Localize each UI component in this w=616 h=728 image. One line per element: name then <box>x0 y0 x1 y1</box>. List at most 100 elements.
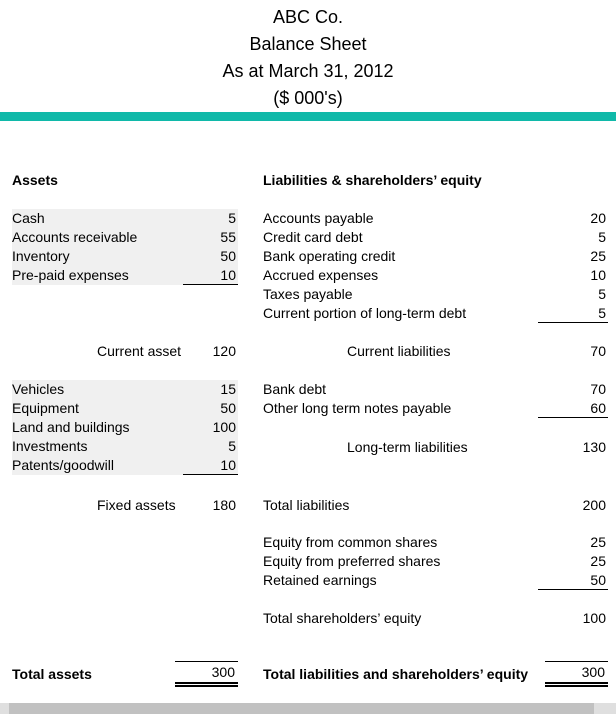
subtotal-value: 70 <box>590 343 606 359</box>
total-assets-label: Total assets <box>12 666 92 682</box>
line-item-label: Accounts receivable <box>12 229 138 245</box>
line-item-label: Patents/goodwill <box>12 457 114 473</box>
line-item-label: Equity from common shares <box>263 534 438 550</box>
subtotal-label: Current liabilities <box>347 343 451 359</box>
line-item-value: 5 <box>228 210 236 226</box>
current-liabilities-subtotal-row: Current liabilities 70 <box>263 342 608 361</box>
company-name: ABC Co. <box>272 7 344 27</box>
line-item-row: Bank operating credit 25 <box>263 247 608 266</box>
subtotal-label: Long-term liabilities <box>347 439 468 455</box>
line-item-row: Retained earnings 50 <box>263 571 608 590</box>
line-item-value: 5 <box>228 438 236 454</box>
line-item-value: 70 <box>590 381 606 397</box>
line-item-value: 10 <box>183 266 238 285</box>
line-item-row: Equity from preferred shares 25 <box>263 552 608 571</box>
current-liabilities-group: Accounts payable 20 Credit card debt 5 B… <box>263 209 608 323</box>
line-item-row: Land and buildings 100 <box>12 418 238 437</box>
line-item-value: 20 <box>590 210 606 226</box>
line-item-label: Retained earnings <box>263 572 377 588</box>
total-shareholders-equity-row: Total shareholders’ equity 100 <box>263 609 608 628</box>
line-item-label: Pre-paid expenses <box>12 267 129 283</box>
line-item-row: Taxes payable 5 <box>263 285 608 304</box>
horizontal-scrollbar[interactable] <box>0 703 616 714</box>
line-item-value: 5 <box>598 286 606 302</box>
line-item-row: Other long term notes payable 60 <box>263 399 608 418</box>
document-title: Balance Sheet <box>249 34 367 54</box>
scrollbar-thumb[interactable] <box>9 703 594 714</box>
line-item-label: Cash <box>12 210 45 226</box>
line-item-value: 100 <box>212 419 236 435</box>
line-item-value: 50 <box>220 400 236 416</box>
line-item-value: 5 <box>538 304 608 323</box>
units-note: ($ 000's) <box>273 88 343 108</box>
equity-group: Equity from common shares 25 Equity from… <box>263 533 608 590</box>
long-term-liabilities-group: Bank debt 70 Other long term notes payab… <box>263 380 608 418</box>
teal-divider <box>0 112 616 121</box>
line-item-row: Cash 5 <box>12 209 238 228</box>
line-item-value: 50 <box>538 571 608 590</box>
current-assets-group: Cash 5 Accounts receivable 55 Inventory … <box>12 209 238 285</box>
line-item-value: 15 <box>220 381 236 397</box>
fixed-assets-subtotal-row: Fixed assets 180 <box>12 496 238 515</box>
statement-date: As at March 31, 2012 <box>222 61 394 81</box>
line-item-label: Taxes payable <box>263 286 353 302</box>
line-item-value: 25 <box>590 553 606 569</box>
total-assets-row: Total assets 300 <box>12 661 238 687</box>
line-item-row: Vehicles 15 <box>12 380 238 399</box>
total-shareholders-equity-label: Total shareholders’ equity <box>263 610 422 626</box>
subtotal-indent <box>12 342 97 361</box>
line-item-label: Current portion of long-term debt <box>263 305 467 321</box>
line-item-label: Vehicles <box>12 381 65 397</box>
total-assets-value: 300 <box>175 661 238 687</box>
line-item-label: Inventory <box>12 248 70 264</box>
line-item-row: Equity from common shares 25 <box>263 533 608 552</box>
total-liabilities-value: 200 <box>582 497 606 513</box>
total-liabilities-equity-value: 300 <box>545 661 608 687</box>
line-item-value: 55 <box>220 229 236 245</box>
current-assets-subtotal-row: Current asset 120 <box>12 342 238 361</box>
line-item-value: 25 <box>590 534 606 550</box>
subtotal-label: Current asset <box>97 343 182 359</box>
line-item-value: 25 <box>590 248 606 264</box>
subtotal-indent <box>263 342 347 361</box>
line-item-row: Accrued expenses 10 <box>263 266 608 285</box>
subtotal-value: 180 <box>212 497 236 513</box>
line-item-label: Equipment <box>12 400 79 416</box>
line-item-label: Accounts payable <box>263 210 374 226</box>
line-item-row: Accounts payable 20 <box>263 209 608 228</box>
assets-header: Assets <box>12 172 58 188</box>
line-item-label: Credit card debt <box>263 229 363 245</box>
subtotal-value: 120 <box>212 343 236 359</box>
total-liabilities-equity-row: Total liabilities and shareholders’ equi… <box>263 661 608 687</box>
total-liabilities-equity-label: Total liabilities and shareholders’ equi… <box>263 666 529 682</box>
line-item-row: Investments 5 <box>12 437 238 456</box>
line-item-value: 60 <box>538 399 608 418</box>
long-term-liabilities-subtotal-row: Long-term liabilities 130 <box>263 438 608 457</box>
subtotal-indent <box>12 496 97 515</box>
total-shareholders-equity-value: 100 <box>582 610 606 626</box>
subtotal-value: 130 <box>582 439 606 455</box>
total-liabilities-label: Total liabilities <box>263 497 350 513</box>
line-item-label: Bank debt <box>263 381 327 397</box>
line-item-value: 10 <box>183 456 238 475</box>
line-item-row: Current portion of long-term debt 5 <box>263 304 608 323</box>
line-item-row: Credit card debt 5 <box>263 228 608 247</box>
line-item-row: Bank debt 70 <box>263 380 608 399</box>
line-item-row: Accounts receivable 55 <box>12 228 238 247</box>
line-item-value: 10 <box>590 267 606 283</box>
title-block: ABC Co. Balance Sheet As at March 31, 20… <box>0 4 616 112</box>
line-item-row: Pre-paid expenses 10 <box>12 266 238 285</box>
line-item-row: Patents/goodwill 10 <box>12 456 238 475</box>
line-item-label: Investments <box>12 438 88 454</box>
subtotal-label: Fixed assets <box>97 497 176 513</box>
liabilities-header: Liabilities & shareholders’ equity <box>263 172 482 188</box>
line-item-label: Accrued expenses <box>263 267 379 283</box>
line-item-value: 5 <box>598 229 606 245</box>
subtotal-indent <box>263 438 347 457</box>
total-liabilities-row: Total liabilities 200 <box>263 496 608 515</box>
line-item-label: Land and buildings <box>12 419 130 435</box>
line-item-label: Equity from preferred shares <box>263 553 441 569</box>
line-item-label: Other long term notes payable <box>263 400 452 416</box>
line-item-row: Equipment 50 <box>12 399 238 418</box>
